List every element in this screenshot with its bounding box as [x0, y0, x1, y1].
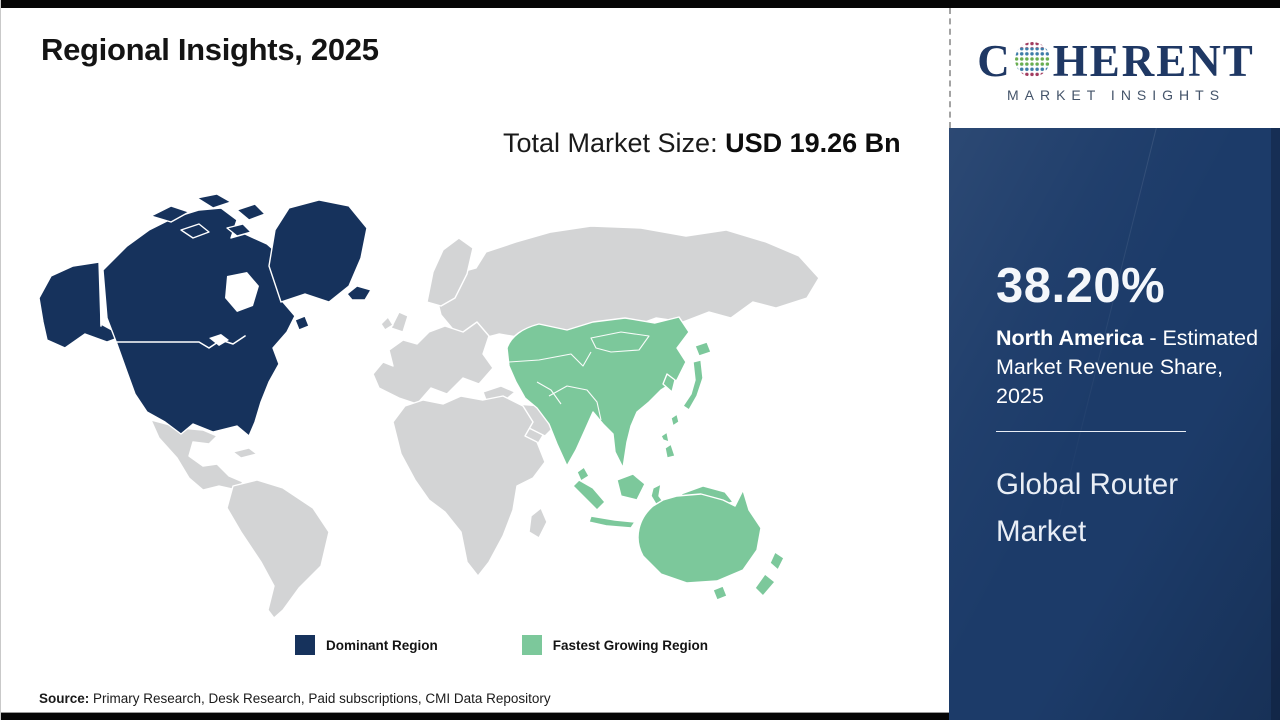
map-region-neutral — [150, 225, 820, 619]
arctic-island-3 — [236, 203, 266, 221]
country-japan-hokkaido — [694, 341, 712, 357]
country-greenland — [268, 199, 368, 303]
country-borneo — [616, 473, 646, 501]
stats-sidebar: 38.20% North America - Estimated Market … — [949, 128, 1280, 720]
share-description-suffix: - Estimated Market Revenue Share, 2025 — [996, 326, 1259, 408]
globe-dots-icon — [1014, 42, 1050, 77]
top-black-bar — [1, 0, 1280, 8]
map-region-north-america — [38, 193, 372, 437]
region-europe — [372, 321, 494, 405]
logo-letter-c: C — [977, 36, 1012, 86]
dominant-region-swatch-icon — [295, 635, 315, 655]
great-lakes — [209, 334, 229, 346]
legend-item-dominant: Dominant Region — [295, 635, 438, 655]
arctic-island-1 — [150, 205, 190, 223]
total-market-size-value: USD 19.26 Bn — [725, 128, 901, 158]
sidebar-divider — [996, 431, 1186, 432]
country-new-zealand-north — [769, 551, 785, 571]
logo-subtitle: MARKET INSIGHTS — [1006, 87, 1226, 103]
region-name: North America — [996, 326, 1144, 350]
country-uk — [390, 311, 409, 333]
map-region-asia-pacific — [506, 316, 785, 601]
country-new-zealand-south — [754, 573, 776, 597]
us-canada-border — [116, 335, 246, 349]
country-japan-honshu — [682, 359, 704, 411]
source-line: Source: Primary Research, Desk Research,… — [39, 691, 551, 706]
arctic-island-5 — [226, 223, 252, 237]
growing-region-swatch-icon — [521, 635, 542, 655]
legend-label-dominant: Dominant Region — [326, 637, 438, 653]
country-canada-usa — [102, 207, 296, 437]
country-java — [588, 515, 636, 529]
country-madagascar — [528, 507, 548, 539]
country-cuba — [232, 447, 258, 459]
country-sri-lanka — [576, 466, 590, 482]
total-market-size: Total Market Size: USD 19.26 Bn — [503, 124, 918, 163]
country-taiwan — [670, 413, 680, 427]
country-scandinavia — [426, 237, 474, 307]
market-share-value: 38.20% — [996, 259, 1166, 313]
country-philippines-2 — [664, 443, 676, 459]
total-market-size-label: Total Market Size: — [503, 128, 726, 158]
page-title: Regional Insights, 2025 — [41, 32, 379, 67]
country-ireland — [380, 316, 394, 331]
hudson-bay — [225, 272, 259, 312]
source-text: Primary Research, Desk Research, Paid su… — [89, 691, 551, 706]
world-map-svg — [38, 193, 820, 619]
country-australia — [637, 489, 762, 584]
market-share-description: North America - Estimated Market Revenue… — [996, 324, 1266, 410]
map-legend: Dominant Region Fastest Growing Region — [295, 635, 708, 655]
country-tasmania — [712, 585, 728, 601]
arctic-island-4 — [180, 223, 210, 239]
logo-letters-herent: HERENT — [1052, 36, 1255, 86]
legend-label-growing: Fastest Growing Region — [552, 637, 709, 653]
logo-wordmark: C HERENT — [977, 39, 1255, 84]
country-newfoundland — [294, 315, 310, 331]
brand-logo: C HERENT MARKET INSIGHTS — [949, 8, 1280, 128]
legend-item-growing: Fastest Growing Region — [521, 635, 709, 655]
country-korea — [662, 373, 676, 393]
world-map — [31, 188, 831, 622]
country-philippines-1 — [660, 431, 670, 443]
arctic-island-2 — [196, 193, 232, 209]
asia-internal-borders — [508, 331, 650, 421]
country-sumatra — [572, 479, 606, 511]
map-water-details — [100, 269, 507, 376]
region-africa — [392, 395, 546, 577]
market-name: Global Router Market — [996, 468, 1179, 548]
caspian-sea — [495, 352, 507, 376]
bottom-black-bar — [1, 712, 949, 720]
source-label: Source: — [39, 691, 90, 706]
country-iceland — [346, 285, 372, 301]
country-mexico — [150, 419, 244, 491]
region-south-america — [226, 479, 330, 619]
